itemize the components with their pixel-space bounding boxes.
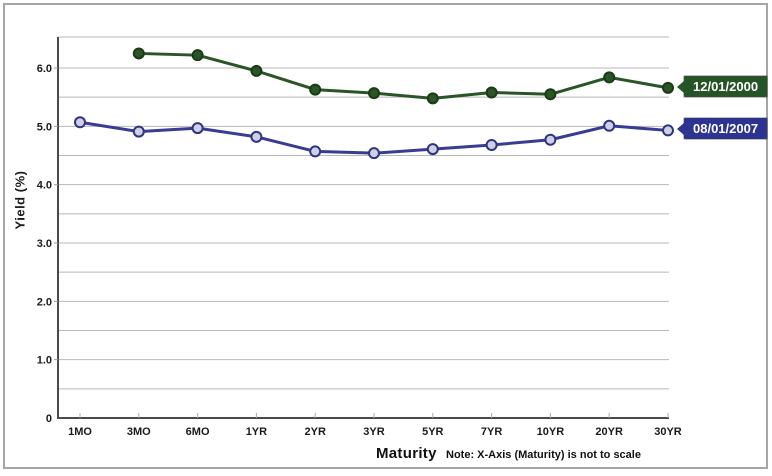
x-tick-label: 5YR <box>422 426 443 438</box>
x-tick-label: 10YR <box>537 426 565 438</box>
x-tick-label: 3MO <box>127 426 151 438</box>
data-point-12/01/2000 <box>368 87 380 100</box>
data-point-12/01/2000 <box>544 88 557 101</box>
x-tick-label: 20YR <box>595 426 623 438</box>
y-tick-label: 0 <box>46 413 52 425</box>
data-point-12/01/2000 <box>426 92 439 105</box>
y-tick-label: 1.0 <box>37 355 52 367</box>
data-point-12/01/2000 <box>662 81 674 94</box>
y-tick-label: 5.0 <box>37 121 52 133</box>
data-point-08/01/2007 <box>662 124 674 137</box>
data-point-08/01/2007 <box>309 145 322 158</box>
y-tick-label: 2.0 <box>37 296 52 308</box>
data-point-08/01/2007 <box>74 116 86 129</box>
data-point-12/01/2000 <box>132 47 145 60</box>
legend-callout-2007: 08/01/2007 <box>677 118 768 139</box>
x-tick-label: 3YR <box>363 426 384 438</box>
x-tick-label: 1YR <box>246 426 267 438</box>
axis-note: Note: X-Axis (Maturity) is not to scale <box>446 449 641 461</box>
legend-callout-2000: 12/01/2000 <box>677 76 768 97</box>
x-tick-label: 30YR <box>654 426 682 438</box>
data-point-08/01/2007 <box>368 147 380 160</box>
data-point-12/01/2000 <box>603 71 616 84</box>
y-axis-title: Yield (%) <box>12 170 28 230</box>
legend-label-2000: 12/01/2000 <box>693 79 759 94</box>
data-point-12/01/2000 <box>250 64 263 77</box>
data-point-08/01/2007 <box>426 143 439 156</box>
data-point-12/01/2000 <box>191 49 204 62</box>
x-axis-title: Maturity <box>376 445 437 462</box>
y-tick-label: 4.0 <box>37 180 52 192</box>
legend-label-2007: 08/01/2007 <box>693 121 759 136</box>
data-point-08/01/2007 <box>132 125 145 138</box>
data-point-08/01/2007 <box>250 130 263 143</box>
x-tick-label: 6MO <box>186 426 210 438</box>
data-point-08/01/2007 <box>485 139 498 152</box>
callout-arrow-left-icon <box>677 122 684 135</box>
data-point-08/01/2007 <box>191 122 204 135</box>
x-tick-label: 1MO <box>68 426 92 438</box>
y-tick-label: 3.0 <box>37 238 52 250</box>
data-point-08/01/2007 <box>603 119 616 132</box>
callout-arrow-left-icon <box>677 80 684 93</box>
x-tick-label: 7YR <box>481 426 502 438</box>
y-tick-label: 6.0 <box>37 63 52 75</box>
data-point-12/01/2000 <box>485 86 498 99</box>
series-line-12/01/2000 <box>138 51 669 100</box>
data-point-12/01/2000 <box>309 83 322 96</box>
data-point-08/01/2007 <box>544 133 557 146</box>
x-tick-label: 2YR <box>304 426 325 438</box>
